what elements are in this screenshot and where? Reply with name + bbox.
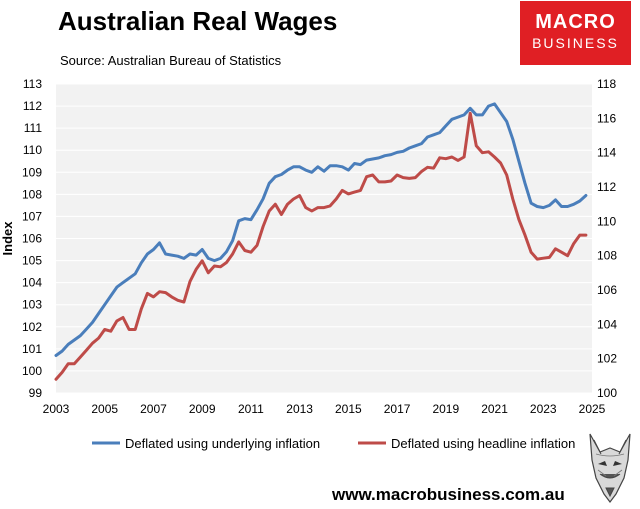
y2-tick-label: 108 xyxy=(597,249,617,263)
x-tick-label: 2007 xyxy=(140,402,167,416)
page-title: Australian Real Wages xyxy=(58,6,338,36)
y-tick-label: 113 xyxy=(23,77,42,91)
y2-tick-label: 102 xyxy=(597,352,617,366)
y2-tick-label: 104 xyxy=(597,317,617,331)
x-tick-label: 2015 xyxy=(335,402,362,416)
y-tick-label: 99 xyxy=(29,386,43,400)
series-line-underlying xyxy=(54,102,588,357)
y-tick-label: 106 xyxy=(22,232,42,246)
y-tick-label: 109 xyxy=(22,165,42,179)
x-tick-label: 2013 xyxy=(286,402,313,416)
x-tick-label: 2009 xyxy=(189,402,216,416)
logo-line-business: BUSINESS xyxy=(532,35,619,51)
x-tick-label: 2003 xyxy=(43,402,70,416)
y2-tick-label: 106 xyxy=(597,283,617,297)
legend-label: Deflated using underlying inflation xyxy=(125,436,320,451)
y2-tick-label: 116 xyxy=(597,111,616,125)
y-tick-label: 105 xyxy=(22,254,42,268)
x-tick-label: 2023 xyxy=(530,402,557,416)
x-tick-label: 2021 xyxy=(481,402,508,416)
y-tick-label: 112 xyxy=(23,99,42,113)
x-tick-label: 2017 xyxy=(384,402,411,416)
y-tick-label: 104 xyxy=(22,276,42,290)
y-tick-label: 108 xyxy=(22,187,42,201)
y2-tick-label: 112 xyxy=(597,180,616,194)
y-tick-label: 101 xyxy=(22,342,42,356)
y-tick-label: 107 xyxy=(22,209,42,223)
y-tick-label: 110 xyxy=(23,143,42,157)
source-note: Source: Australian Bureau of Statistics xyxy=(60,53,282,68)
y-axis-title: Index xyxy=(0,221,15,256)
y-tick-label: 111 xyxy=(24,121,43,135)
y2-tick-label: 118 xyxy=(597,77,616,91)
y2-tick-label: 110 xyxy=(597,214,616,228)
y-tick-label: 100 xyxy=(22,364,42,378)
legend-label: Deflated using headline inflation xyxy=(391,436,575,451)
x-tick-label: 2019 xyxy=(432,402,459,416)
fox-icon xyxy=(589,433,631,503)
series-line-headline xyxy=(54,111,588,381)
macrobusiness-logo: MACRO BUSINESS xyxy=(520,1,631,65)
y-tick-label: 102 xyxy=(22,320,42,334)
x-tick-label: 2011 xyxy=(238,402,264,416)
website-url: www.macrobusiness.com.au xyxy=(332,485,565,504)
logo-line-macro: MACRO xyxy=(535,11,616,33)
x-tick-label: 2025 xyxy=(579,402,606,416)
y-tick-label: 103 xyxy=(22,298,42,312)
y2-tick-label: 100 xyxy=(597,386,617,400)
y2-tick-label: 114 xyxy=(597,146,616,160)
x-tick-label: 2005 xyxy=(91,402,118,416)
